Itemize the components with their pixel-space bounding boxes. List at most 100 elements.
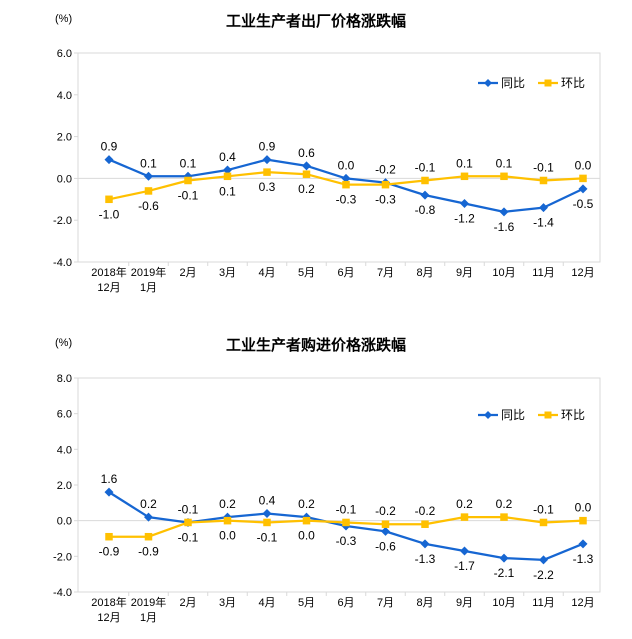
series-mom-data-label: -0.1 — [178, 188, 199, 202]
series-mom-data-label: 0.0 — [575, 158, 592, 172]
y-axis-tick-label: 4.0 — [57, 90, 72, 102]
series-mom-marker — [460, 172, 469, 181]
series-yoy-marker — [341, 173, 351, 183]
series-yoy-data-label: -0.3 — [336, 534, 357, 548]
y-axis-tick-label: 6.0 — [57, 409, 72, 421]
factory-price-chart: 工业生产者出厂价格涨跌幅 (%) -4.0 -2.0 0.0 2.0 4.0 6.0 201… — [53, 13, 601, 294]
x-axis-label: 1月 — [140, 282, 157, 294]
y-axis-tick-label: 6.0 — [57, 48, 72, 60]
series-mom-marker — [579, 174, 587, 183]
factory-price-line-plot: -4.0 -2.0 0.0 2.0 4.0 6.0 2018年 12月 2019年 1月 2月 3月 4… — [53, 48, 601, 294]
series-mom-marker — [342, 518, 350, 527]
series-yoy-marker — [539, 203, 548, 213]
series-yoy-data-label: -1.4 — [533, 216, 554, 230]
series-mom-marker — [460, 513, 469, 521]
legend-yoy-label: 同比 — [501, 408, 525, 422]
series-yoy-data-label: -0.1 — [178, 502, 199, 516]
series-yoy-marker — [578, 539, 588, 549]
x-axis-label: 5月 — [298, 267, 315, 279]
series-mom-marker — [539, 176, 548, 185]
series-yoy-data-label: 0.9 — [101, 140, 118, 154]
series-mom-marker — [223, 172, 232, 181]
series-yoy-data-label: -1.6 — [494, 220, 515, 234]
series-yoy-marker — [262, 155, 272, 165]
series-yoy-marker — [104, 487, 114, 497]
x-axis-label: 2019年 — [131, 595, 166, 609]
x-axis-label: 3月 — [219, 597, 236, 609]
legend-yoy-marker — [484, 79, 492, 87]
series-mom-marker — [223, 516, 232, 525]
series-yoy-marker — [420, 539, 430, 549]
series-yoy-marker — [302, 161, 311, 171]
y-axis-tick-label: -4.0 — [53, 587, 72, 599]
series-yoy-data-label: -1.2 — [454, 211, 475, 225]
series-mom-data-label: 0.0 — [219, 529, 236, 543]
x-axis-label: 4月 — [258, 597, 275, 609]
series-yoy-data-label: -0.6 — [375, 539, 396, 553]
series-mom-data-label: 0.0 — [298, 529, 315, 543]
series-mom-marker — [184, 176, 192, 185]
series-mom-marker — [421, 520, 429, 528]
series-mom-data-label: 0.2 — [298, 182, 315, 196]
x-axis-label: 6月 — [337, 597, 354, 609]
series-yoy-data-label: -0.2 — [375, 163, 396, 177]
x-axis-label: 10月 — [492, 267, 515, 279]
series-yoy-marker — [578, 184, 588, 194]
series-mom-marker — [144, 532, 153, 541]
series-mom-data-label: -1.0 — [99, 207, 120, 221]
series-mom-marker — [381, 520, 390, 528]
purchase-price-line-plot: -4.0 -2.0 0.0 2.0 4.0 6.0 8.0 2018年 12月 2019年 1月 2月… — [53, 373, 601, 624]
x-axis-label: 3月 — [219, 267, 236, 279]
series-mom-data-label: -0.1 — [533, 160, 554, 174]
series-yoy-marker — [499, 207, 509, 217]
legend-yoy-label: 同比 — [501, 76, 525, 90]
series-mom-data-label: -0.1 — [257, 530, 278, 544]
series-mom-data-label: -0.3 — [336, 193, 357, 207]
series-yoy-data-label: 0.4 — [259, 494, 276, 508]
series-yoy-marker — [460, 198, 469, 208]
y-axis-tick-label: 8.0 — [57, 373, 72, 385]
series-yoy-data-label: 0.6 — [298, 146, 315, 160]
chart-title: 工业生产者购进价格涨跌幅 — [225, 337, 406, 354]
series-mom-marker — [539, 518, 548, 527]
series-yoy-data-label: -1.3 — [415, 552, 436, 566]
series-yoy-marker — [262, 509, 272, 519]
series-yoy-marker — [539, 555, 548, 565]
series-mom-marker — [500, 172, 508, 181]
y-axis-tick-label: 0.0 — [57, 516, 72, 528]
x-axis-label: 7月 — [377, 597, 394, 609]
x-axis-label: 2019年 — [131, 265, 166, 279]
legend-mom-marker — [544, 411, 552, 419]
x-axis-label: 11月 — [532, 267, 554, 279]
y-axis-tick-label: -2.0 — [53, 215, 72, 227]
x-axis-label: 7月 — [377, 267, 394, 279]
legend-mom-label: 环比 — [561, 408, 585, 422]
series-mom-marker — [342, 180, 350, 189]
series-yoy-marker — [460, 546, 469, 556]
series-yoy-data-label: 0.2 — [219, 497, 236, 511]
series-yoy-data-label: -2.2 — [533, 568, 554, 582]
series-yoy-marker — [420, 190, 430, 200]
series-yoy-data-label: 0.1 — [180, 156, 197, 170]
legend-mom-marker — [544, 79, 552, 87]
series-yoy-marker — [144, 171, 153, 181]
x-axis-label: 9月 — [456, 267, 473, 279]
series-mom-marker — [579, 516, 587, 525]
chart-title: 工业生产者出厂价格涨跌幅 — [225, 13, 406, 30]
series-mom-data-label: -0.9 — [99, 545, 120, 559]
y-axis-tick-label: -2.0 — [53, 551, 72, 563]
series-yoy-data-label: -0.8 — [415, 203, 436, 217]
series-mom-data-label: 0.1 — [496, 156, 513, 170]
series-mom-marker — [302, 516, 311, 525]
series-yoy-marker — [104, 155, 114, 165]
series-yoy-marker — [223, 165, 232, 175]
series-mom-marker — [184, 518, 192, 527]
series-mom-data-label: 0.3 — [259, 180, 276, 194]
series-mom-marker — [263, 168, 271, 176]
series-mom-data-label: 0.1 — [456, 156, 473, 170]
series-mom-marker — [263, 518, 271, 527]
series-mom-marker — [381, 180, 390, 189]
y-axis-tick-label: 4.0 — [57, 444, 72, 456]
series-mom-data-label: 0.2 — [456, 497, 473, 511]
x-axis-label: 8月 — [416, 597, 433, 609]
